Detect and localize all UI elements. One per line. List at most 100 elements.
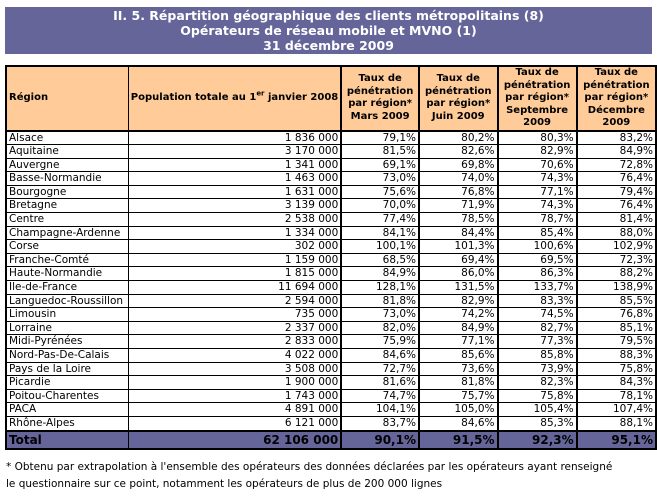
cell-decembre-2009: 95,1% [575,429,657,450]
cell-septembre-2009: 86,3% [496,266,578,282]
cell-septembre-2009: 85,3% [496,415,578,432]
cell-decembre-2009: 88,3% [575,348,657,363]
cell-region: Alsace [5,129,129,146]
cell-population: 1 631 000 [127,184,343,200]
table-row: Auvergne 1 341 000 69,1% 69,8% 70,6% 72,8% [5,157,657,173]
table-row: Basse-Normandie 1 463 000 73,0% 74,0% 74,3% 7… [5,171,657,186]
cell-septembre-2009: 77,3% [496,334,578,349]
cell-mars-2009: 84,1% [340,225,420,241]
cell-population: 1 836 000 [127,129,343,146]
cell-septembre-2009: 82,9% [496,144,578,159]
cell-juin-2009: 74,2% [418,307,499,322]
cell-region: Franche-Comté [5,252,129,268]
header-population-text-end: janvier 2008 [264,92,339,103]
cell-mars-2009: 74,7% [340,388,420,404]
cell-juin-2009: 76,8% [418,184,499,200]
cell-decembre-2009: 83,2% [575,129,657,146]
cell-region: Rhône-Alpes [5,415,129,432]
cell-juin-2009: 78,5% [418,212,499,227]
cell-mars-2009: 83,7% [340,415,420,432]
table-row: Lorraine 2 337 000 82,0% 84,9% 82,7% 85,1% [5,320,657,336]
cell-population: 2 337 000 [127,320,343,336]
cell-population: 62 106 000 [127,429,343,450]
cell-region: Corse [5,239,129,254]
cell-mars-2009: 128,1% [340,280,420,295]
table-row: Champagne-Ardenne 1 334 000 84,1% 84,4% 85,4… [5,225,657,241]
cell-population: 1 743 000 [127,388,343,404]
cell-juin-2009: 85,6% [418,348,499,363]
cell-population: 1 159 000 [127,252,343,268]
header-row: Région Population totale au 1er janvier … [5,65,657,132]
table-row: Centre 2 538 000 77,4% 78,5% 78,7% 81,4% [5,212,657,227]
cell-decembre-2009: 72,8% [575,157,657,173]
cell-decembre-2009: 102,9% [575,239,657,254]
cell-juin-2009: 105,0% [418,402,499,417]
table-row: Languedoc-Roussillon 2 594 000 81,8% 82,9% 8… [5,293,657,309]
cell-juin-2009: 73,6% [418,361,499,377]
cell-mars-2009: 70,0% [340,198,420,214]
cell-decembre-2009: 75,8% [575,361,657,377]
cell-mars-2009: 81,6% [340,375,420,390]
cell-septembre-2009: 75,8% [496,388,578,404]
cell-juin-2009: 71,9% [418,198,499,214]
cell-region: Pays de la Loire [5,361,129,377]
cell-population: 3 170 000 [127,144,343,159]
cell-region: Ile-de-France [5,280,129,295]
cell-population: 6 121 000 [127,415,343,432]
header-juin-2009: Taux de pénétration par région* Juin 200… [418,65,499,132]
table-row: Bretagne 3 139 000 70,0% 71,9% 74,3% 76,4% [5,198,657,214]
cell-juin-2009: 81,8% [418,375,499,390]
cell-region: Bretagne [5,198,129,214]
cell-population: 1 815 000 [127,266,343,282]
table-row: Franche-Comté 1 159 000 68,5% 69,4% 69,5% 72,… [5,252,657,268]
cell-population: 2 538 000 [127,212,343,227]
cell-juin-2009: 84,4% [418,225,499,241]
cell-population: 3 139 000 [127,198,343,214]
cell-population: 735 000 [127,307,343,322]
cell-juin-2009: 101,3% [418,239,499,254]
cell-decembre-2009: 88,0% [575,225,657,241]
header-septembre-2009: Taux de pénétration par région* Septembr… [496,65,578,132]
cell-mars-2009: 73,0% [340,171,420,186]
cell-mars-2009: 100,1% [340,239,420,254]
cell-population: 4 022 000 [127,348,343,363]
title-line-3: 31 décembre 2009 [263,38,394,53]
table-row: Alsace 1 836 000 79,1% 80,2% 80,3% 83,2% [5,129,657,146]
cell-region: Centre [5,212,129,227]
table-row: Limousin 735 000 73,0% 74,2% 74,5% 76,8% [5,307,657,322]
cell-septembre-2009: 105,4% [496,402,578,417]
cell-region: Midi-Pyrénées [5,334,129,349]
cell-region: PACA [5,402,129,417]
cell-region: Total [5,429,129,450]
header-mars-2009: Taux de pénétration par région* Mars 200… [340,65,420,132]
cell-juin-2009: 82,9% [418,293,499,309]
cell-septembre-2009: 82,3% [496,375,578,390]
cell-septembre-2009: 133,7% [496,280,578,295]
table-row: Haute-Normandie 1 815 000 84,9% 86,0% 86,3% 8… [5,266,657,282]
table-row: Ile-de-France 11 694 000 128,1% 131,5% 133,7… [5,280,657,295]
cell-region: Aquitaine [5,144,129,159]
cell-juin-2009: 84,6% [418,415,499,432]
cell-region: Auvergne [5,157,129,173]
cell-mars-2009: 84,9% [340,266,420,282]
cell-decembre-2009: 76,4% [575,198,657,214]
cell-juin-2009: 77,1% [418,334,499,349]
cell-region: Limousin [5,307,129,322]
cell-decembre-2009: 85,5% [575,293,657,309]
cell-mars-2009: 81,5% [340,144,420,159]
cell-juin-2009: 82,6% [418,144,499,159]
cell-region: Lorraine [5,320,129,336]
table-row: Picardie 1 900 000 81,6% 81,8% 82,3% 84,3% [5,375,657,390]
cell-septembre-2009: 85,8% [496,348,578,363]
cell-decembre-2009: 76,8% [575,307,657,322]
cell-decembre-2009: 78,1% [575,388,657,404]
footnote-line-1: * Obtenu par extrapolation à l'ensemble … [6,461,613,473]
cell-region: Poitou-Charentes [5,388,129,404]
cell-decembre-2009: 88,2% [575,266,657,282]
cell-population: 302 000 [127,239,343,254]
cell-decembre-2009: 85,1% [575,320,657,336]
table-row: Corse 302 000 100,1% 101,3% 100,6% 102,9% [5,239,657,254]
cell-region: Nord-Pas-De-Calais [5,348,129,363]
cell-mars-2009: 75,9% [340,334,420,349]
cell-region: Languedoc-Roussillon [5,293,129,309]
